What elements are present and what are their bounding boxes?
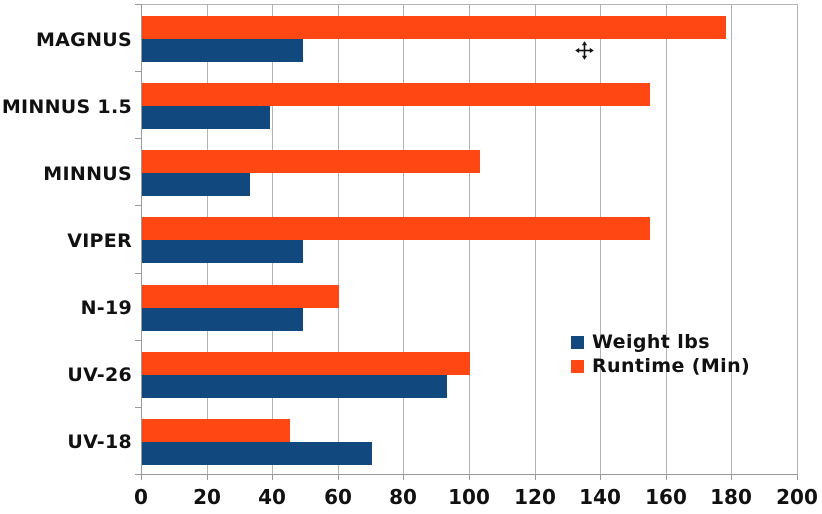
x-axis-tick bbox=[141, 474, 142, 480]
x-tick-label-200: 200 bbox=[776, 485, 818, 509]
category-label-uv-18: UV-18 bbox=[67, 431, 132, 453]
y-axis-tick bbox=[135, 138, 141, 139]
y-axis-tick bbox=[135, 71, 141, 72]
bar-runtime-min[interactable] bbox=[142, 285, 339, 308]
y-axis-tick bbox=[135, 4, 141, 5]
y-axis-tick bbox=[135, 407, 141, 408]
weight-series-swatch-icon bbox=[571, 335, 584, 349]
gridline bbox=[666, 4, 667, 474]
x-axis-tick bbox=[403, 474, 404, 480]
x-axis-tick bbox=[731, 474, 732, 480]
x-axis-tick bbox=[272, 474, 273, 480]
x-axis-tick bbox=[797, 474, 798, 480]
legend-label-runtime-min: Runtime (Min) bbox=[592, 355, 751, 377]
bar-weight-lbs[interactable] bbox=[142, 308, 303, 331]
bar-weight-lbs[interactable] bbox=[142, 173, 250, 196]
category-label-minnus-1-5: MINNUS 1.5 bbox=[1, 96, 132, 118]
y-axis-tick bbox=[135, 340, 141, 341]
x-axis-tick bbox=[207, 474, 208, 480]
y-axis-line bbox=[141, 4, 142, 475]
legend-item-weight-lbs[interactable]: Weight lbs bbox=[571, 330, 750, 354]
x-tick-label-180: 180 bbox=[710, 485, 752, 509]
category-label-magnus: MAGNUS bbox=[35, 29, 132, 51]
bar-weight-lbs[interactable] bbox=[142, 39, 303, 62]
category-label-uv-26: UV-26 bbox=[67, 364, 132, 386]
gridline bbox=[731, 4, 732, 474]
x-tick-label-160: 160 bbox=[645, 485, 687, 509]
x-axis-tick bbox=[600, 474, 601, 480]
x-tick-label-80: 80 bbox=[389, 485, 417, 509]
x-axis-tick bbox=[469, 474, 470, 480]
x-tick-label-40: 40 bbox=[258, 485, 286, 509]
bar-runtime-min[interactable] bbox=[142, 150, 480, 173]
bar-runtime-min[interactable] bbox=[142, 83, 650, 106]
x-tick-label-140: 140 bbox=[579, 485, 621, 509]
y-axis-tick bbox=[135, 273, 141, 274]
x-axis-tick bbox=[535, 474, 536, 480]
category-label-minnus: MINNUS bbox=[43, 163, 132, 185]
x-tick-label-120: 120 bbox=[514, 485, 556, 509]
bar-weight-lbs[interactable] bbox=[142, 375, 447, 398]
legend: Weight lbs Runtime (Min) bbox=[571, 330, 750, 378]
category-label-viper: VIPER bbox=[67, 230, 132, 252]
bar-weight-lbs[interactable] bbox=[142, 442, 372, 465]
bar-runtime-min[interactable] bbox=[142, 217, 650, 240]
x-axis-line bbox=[135, 474, 798, 475]
category-label-n-19: N-19 bbox=[80, 297, 132, 319]
x-tick-label-100: 100 bbox=[448, 485, 490, 509]
gridline bbox=[797, 4, 798, 474]
bar-runtime-min[interactable] bbox=[142, 419, 290, 442]
bar-weight-lbs[interactable] bbox=[142, 106, 270, 129]
bar-runtime-min[interactable] bbox=[142, 16, 726, 39]
y-axis-tick bbox=[135, 474, 141, 475]
legend-label-weight-lbs: Weight lbs bbox=[592, 331, 710, 353]
legend-item-runtime-min[interactable]: Runtime (Min) bbox=[571, 354, 750, 378]
move-cursor-icon bbox=[575, 41, 594, 60]
runtime-series-swatch-icon bbox=[571, 359, 584, 373]
x-tick-label-60: 60 bbox=[324, 485, 352, 509]
x-tick-label-0: 0 bbox=[134, 485, 148, 509]
x-axis-tick bbox=[338, 474, 339, 480]
y-axis-tick bbox=[135, 205, 141, 206]
bar-weight-lbs[interactable] bbox=[142, 240, 303, 263]
bar-runtime-min[interactable] bbox=[142, 352, 470, 375]
x-tick-label-20: 20 bbox=[193, 485, 221, 509]
x-axis-tick bbox=[666, 474, 667, 480]
